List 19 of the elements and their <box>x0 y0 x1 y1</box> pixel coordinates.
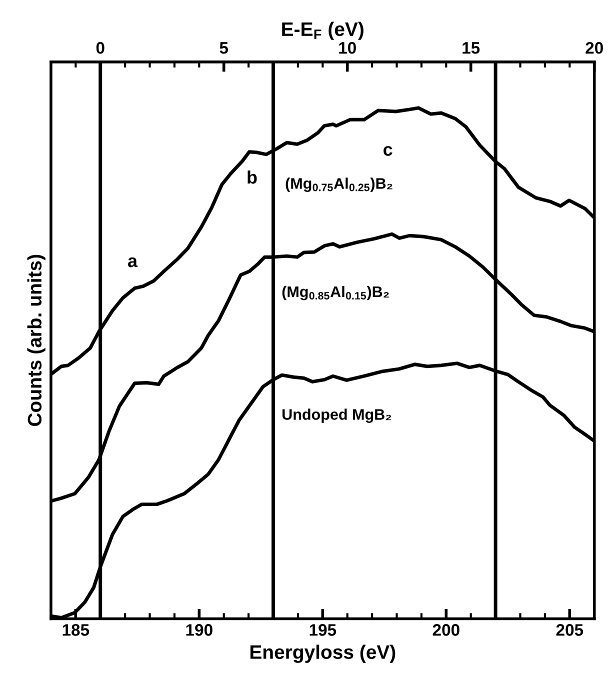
annotation: a <box>128 257 138 268</box>
x2-axis-title: E-E$_{F}$ (eV) <box>282 22 364 40</box>
series-label: (Mg$_{0.85}$Al$_{0.15}$)B₂ <box>282 286 389 300</box>
x-tick-label: 190 <box>186 624 212 636</box>
x-axis-title: Energyloss (eV) <box>250 644 396 663</box>
x-tick-label: 205 <box>556 624 584 636</box>
x-tick-label: 200 <box>432 624 460 636</box>
x-tick-label: 195 <box>310 624 336 636</box>
x-tick-label: 185 <box>62 624 90 636</box>
series-label: (Mg$_{0.75}$Al$_{0.25}$)B₂ <box>286 178 392 192</box>
x2-tick-label: 0 <box>96 42 104 54</box>
annotation: b <box>248 170 257 184</box>
annotation: c <box>384 146 392 156</box>
x2-tick-label: 20 <box>586 42 603 54</box>
x2-tick-label: 15 <box>462 42 480 54</box>
x2-tick-label: 10 <box>339 42 356 54</box>
x2-tick-label: 5 <box>220 42 228 54</box>
series-label: Undoped MgB₂ <box>282 408 392 423</box>
y-axis-title: Counts (arb. units) <box>27 254 46 426</box>
